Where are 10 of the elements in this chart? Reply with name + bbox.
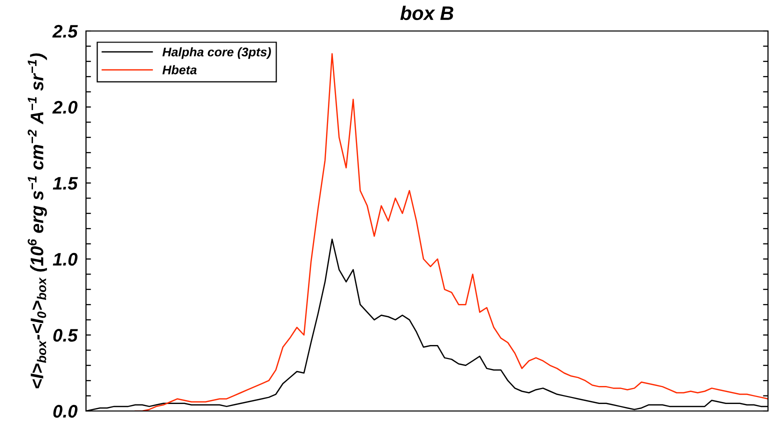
chart-title: box B: [400, 6, 454, 20]
legend-label: Hbeta: [162, 65, 197, 74]
text: <I>$_{box}$-<I$_{0}$>$_{box}$ (10$^{6}$ erg s$^{−1}$ cm$^{−2}$ A$^{−1}$ sr$^{−1}$): [28, 53, 47, 388]
y-tick-label: 2.5: [52, 24, 78, 38]
y-tick-label: 1.5: [52, 177, 78, 190]
y-tick-label: 1.0: [52, 252, 78, 266]
y-tick-label: 0.5: [53, 328, 78, 342]
legend-label: Halpha core (3pts): [162, 47, 271, 59]
y-tick-label: 2.0: [52, 100, 78, 114]
y-tick-label: 0.0: [53, 404, 78, 418]
